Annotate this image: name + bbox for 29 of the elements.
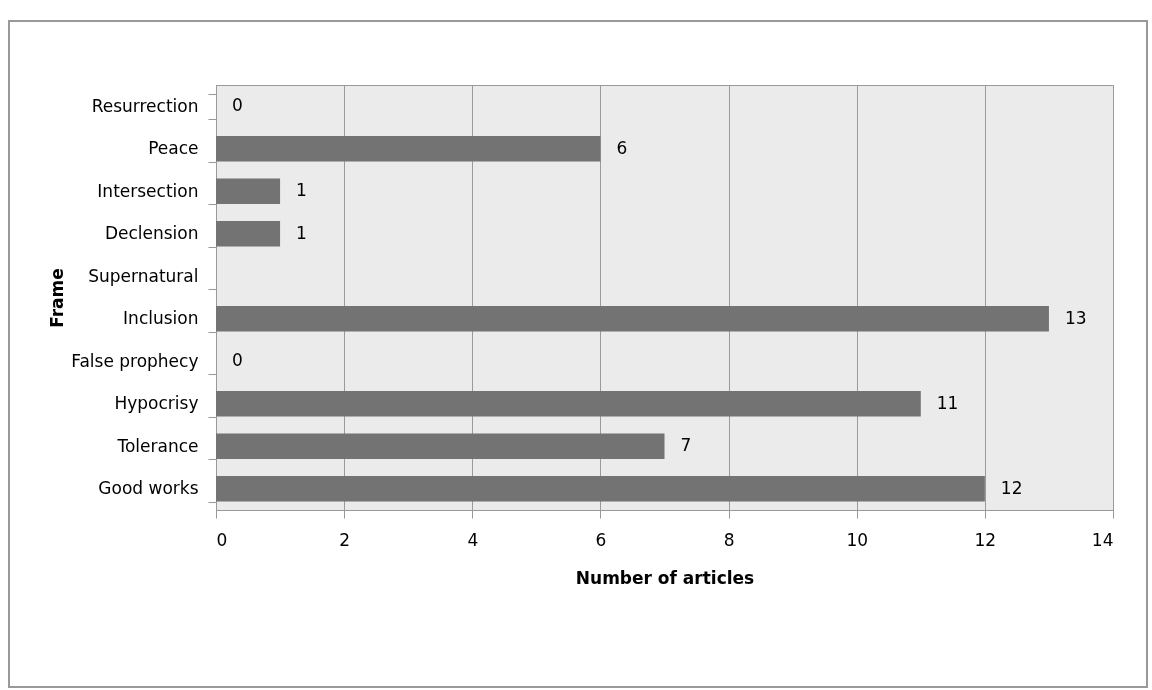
y-tick-label: Resurrection [91,95,199,116]
x-tick-label: 10 [846,529,869,550]
data-label: 0 [232,350,243,371]
data-label: 6 [616,137,628,158]
data-label: 7 [680,435,692,456]
data-label: 13 [1064,307,1087,328]
x-tick-label: 6 [595,529,607,550]
y-tick-label: Intersection [97,180,199,201]
x-tick-label: 14 [1091,529,1114,550]
y-axis-title: Frame [47,268,68,328]
y-tick-label: False prophecy [71,350,199,371]
y-tick-label: Hypocrisy [114,393,199,414]
y-tick-label: Declension [104,223,199,244]
data-label: 11 [936,392,959,413]
x-tick-label: 4 [467,529,479,550]
y-tick-label: Good works [98,478,199,499]
data-label: 12 [1000,477,1023,498]
y-tick-label: Supernatural [88,265,199,286]
y-tick-label: Tolerance [116,435,199,456]
data-label: 1 [296,180,307,201]
x-tick-label: 8 [723,529,735,550]
y-tick-label: Peace [148,138,199,159]
y-tick-label: Inclusion [123,308,199,329]
data-label: 0 [232,95,243,116]
x-tick-label: 12 [974,529,997,550]
x-tick-label: 0 [216,529,228,550]
data-label: 1 [296,222,307,243]
x-axis-title: Number of articles [575,567,755,588]
x-tick-label: 2 [339,529,351,550]
